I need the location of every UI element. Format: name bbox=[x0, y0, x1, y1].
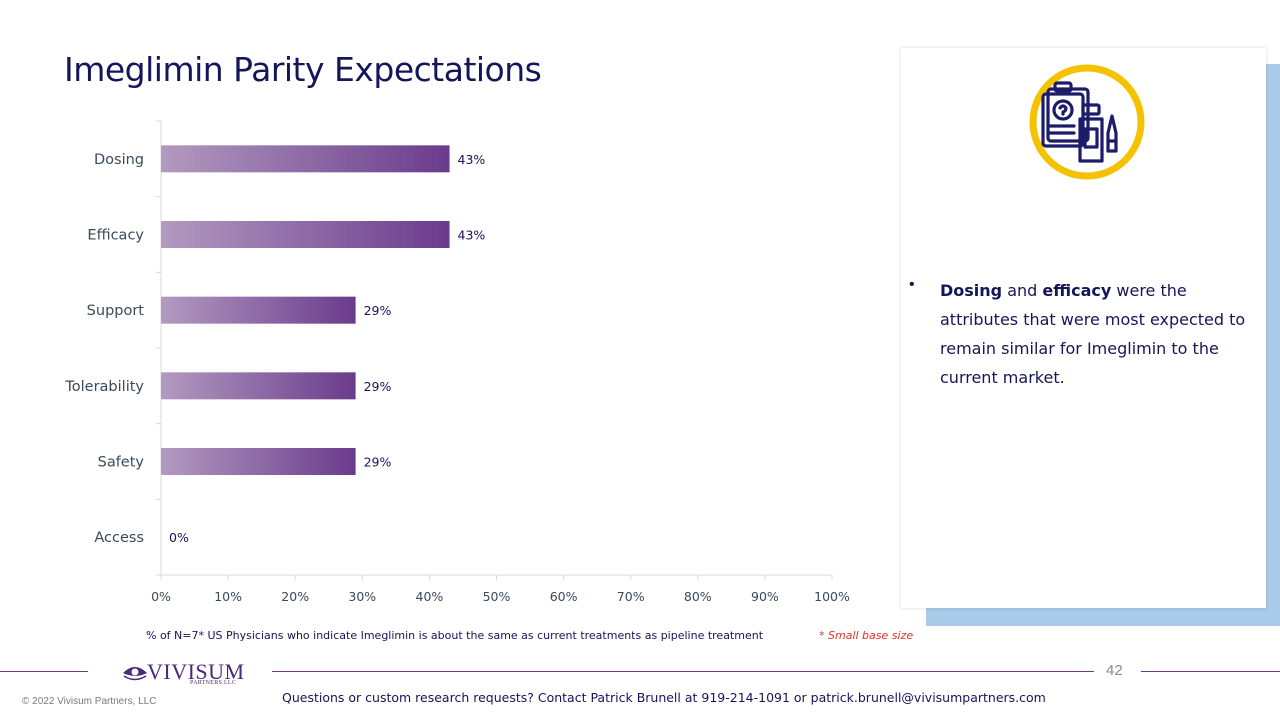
y-category-label: Dosing bbox=[94, 152, 144, 168]
bar-value-label: 29% bbox=[364, 455, 392, 470]
finding-strong-dosing: Dosing bbox=[940, 281, 1003, 300]
footer-rule-left bbox=[0, 671, 88, 672]
finding-text-2: were the attributes that were most expec… bbox=[940, 281, 1246, 387]
bar-value-label: 29% bbox=[364, 379, 392, 394]
bar-value-label: 43% bbox=[458, 152, 486, 167]
x-tick-label: 40% bbox=[416, 589, 444, 604]
finding-text-1: and bbox=[1002, 281, 1043, 300]
bar bbox=[161, 448, 356, 475]
x-tick-label: 0% bbox=[151, 589, 171, 604]
x-tick-label: 30% bbox=[348, 589, 376, 604]
contact-line: Questions or custom research requests? C… bbox=[282, 690, 1046, 705]
y-category-label: Efficacy bbox=[87, 228, 144, 244]
bar bbox=[161, 372, 356, 400]
x-tick-label: 80% bbox=[684, 589, 712, 604]
x-tick-label: 10% bbox=[214, 589, 242, 604]
chart-footnote: % of N=7* US Physicians who indicate Ime… bbox=[146, 629, 764, 642]
eye-logo-icon bbox=[123, 667, 147, 681]
x-tick-label: 70% bbox=[617, 589, 645, 604]
x-tick-label: 100% bbox=[814, 589, 850, 604]
key-finding-text: Dosing and efficacy were the attributes … bbox=[940, 276, 1256, 392]
small-base-note: * Small base size bbox=[819, 629, 914, 642]
x-tick-label: 50% bbox=[483, 589, 511, 604]
x-tick-label: 90% bbox=[751, 589, 779, 604]
logo-name: VIVISUM bbox=[147, 659, 245, 684]
bar-chart: 0% 10% 20% 30% 40% 50% 60% 70% 80% 90% 100% Dosing 4… bbox=[64, 120, 850, 604]
footer-rule-middle bbox=[272, 671, 1094, 672]
x-tick-label: 60% bbox=[550, 589, 578, 604]
insight-card: • Dosing and efficacy were the attribute… bbox=[901, 48, 1266, 608]
x-tick-label: 20% bbox=[281, 589, 309, 604]
vivisum-logo: VIVISUM PARTNERS LLC bbox=[122, 659, 247, 689]
bar-value-label: 29% bbox=[364, 303, 392, 318]
page-title: Imeglimin Parity Expectations bbox=[64, 50, 542, 89]
bar-value-label: 43% bbox=[458, 228, 486, 243]
clipboard-medicine-icon bbox=[1028, 63, 1146, 181]
footer-rule-right bbox=[1141, 671, 1280, 672]
y-category-label: Tolerability bbox=[64, 379, 144, 395]
bullet-marker: • bbox=[909, 276, 915, 293]
page-number: 42 bbox=[1106, 662, 1123, 679]
y-category-label: Safety bbox=[98, 455, 145, 471]
copyright: © 2022 Vivisum Partners, LLC bbox=[22, 696, 157, 707]
bar-value-label: 0% bbox=[169, 530, 189, 545]
y-category-label: Support bbox=[87, 303, 145, 319]
bar bbox=[161, 221, 450, 248]
logo-subtitle: PARTNERS LLC bbox=[190, 680, 237, 686]
bar bbox=[161, 296, 356, 324]
y-category-label: Access bbox=[94, 530, 144, 546]
finding-strong-efficacy: efficacy bbox=[1042, 281, 1112, 300]
bar bbox=[161, 145, 450, 173]
